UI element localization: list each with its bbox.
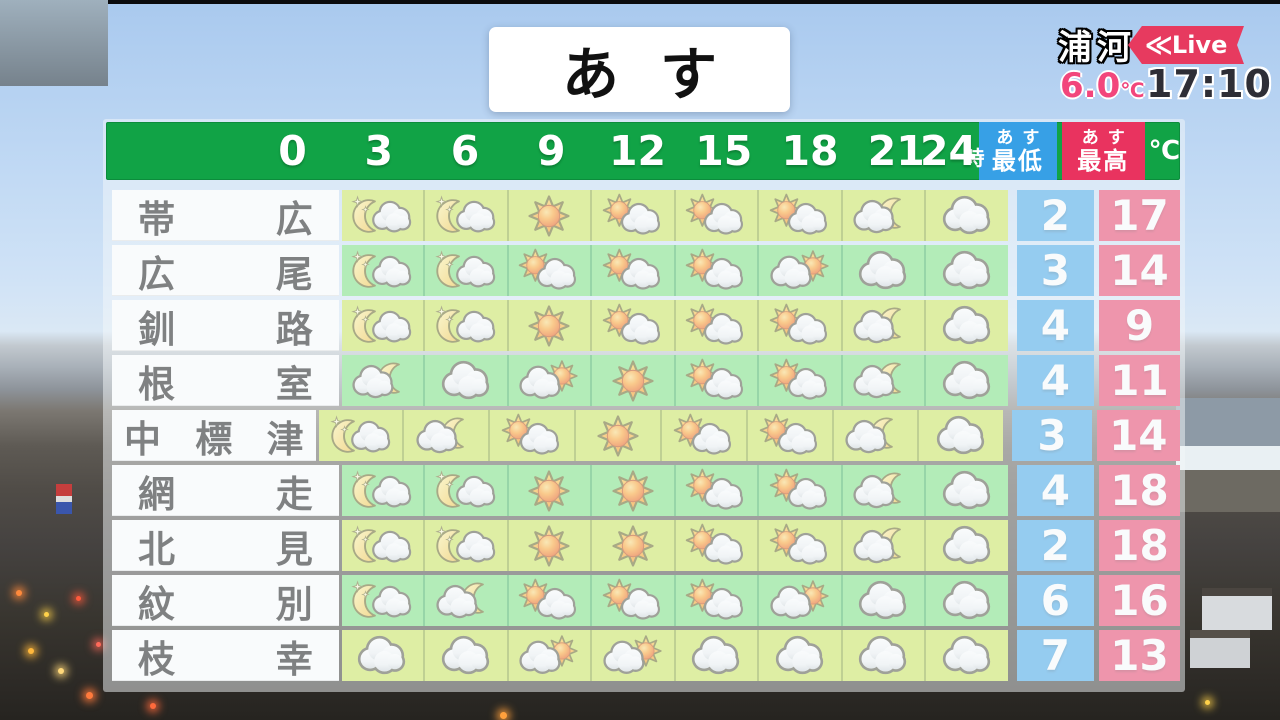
hour-tick-label: 21 xyxy=(867,127,925,175)
live-badge-label: Live xyxy=(1171,31,1228,59)
light-dot xyxy=(96,642,101,647)
light-dot xyxy=(16,590,22,596)
light-dot xyxy=(1205,700,1210,705)
background-sea-left xyxy=(0,0,108,86)
light-dot xyxy=(86,692,93,699)
live-temperature-value: 6.0 xyxy=(1060,66,1121,106)
top-black-bar xyxy=(0,0,1280,4)
background-house xyxy=(1202,588,1272,630)
hour-tick-label: 3 xyxy=(364,127,394,175)
live-temperature-unit: ℃ xyxy=(1120,78,1145,102)
live-clock: 17:10 xyxy=(1146,62,1272,106)
temp-unit-label: ℃ xyxy=(1148,136,1180,166)
hour-labels: 時 0 3 6 9 12 15 18 21 24 xyxy=(278,122,984,180)
header-spacer xyxy=(106,122,290,180)
hour-tick-label: 6 xyxy=(450,127,480,175)
live-badge: ≪ Live xyxy=(1128,26,1244,64)
hour-tick-label: 24 xyxy=(919,127,978,175)
background-beach-right xyxy=(1176,470,1280,512)
light-dot xyxy=(28,648,34,654)
high-header-line2: 最高 xyxy=(1077,147,1130,175)
page-title: あす xyxy=(561,41,759,108)
forecast-header: 時 0 3 6 9 12 15 18 21 24 あす 最低 あす 最高 ℃ xyxy=(106,122,1180,180)
hour-tick-label: 0 xyxy=(278,127,307,175)
light-dot xyxy=(500,712,507,719)
background-surf-right xyxy=(1176,446,1280,472)
high-header-line1: あす xyxy=(1081,128,1134,148)
hour-tick-label: 12 xyxy=(608,127,667,175)
light-dot xyxy=(150,703,156,709)
background-sign xyxy=(56,484,72,514)
light-dot xyxy=(76,596,81,601)
hour-tick-label: 9 xyxy=(536,127,566,175)
hour-unit-label: 時 xyxy=(964,146,985,170)
low-header-line2: 最低 xyxy=(991,147,1044,175)
background-sea-right xyxy=(1176,398,1280,448)
light-dot xyxy=(58,668,64,674)
chevrons-icon: ≪ xyxy=(1144,29,1173,61)
hour-tick-label: 15 xyxy=(695,127,753,175)
title-box: あす xyxy=(489,27,790,112)
low-temp-header: あす 最低 xyxy=(978,122,1058,180)
live-temperature: 6.0℃ xyxy=(1060,66,1144,106)
high-temp-header: あす 最高 xyxy=(1062,122,1145,180)
low-header-line1: あす xyxy=(996,128,1049,148)
hour-tick-label: 18 xyxy=(781,127,839,175)
light-dot xyxy=(44,612,49,617)
live-location-label: 浦河 xyxy=(1058,28,1136,68)
background-house xyxy=(1190,630,1250,668)
board-backing xyxy=(103,119,1185,692)
